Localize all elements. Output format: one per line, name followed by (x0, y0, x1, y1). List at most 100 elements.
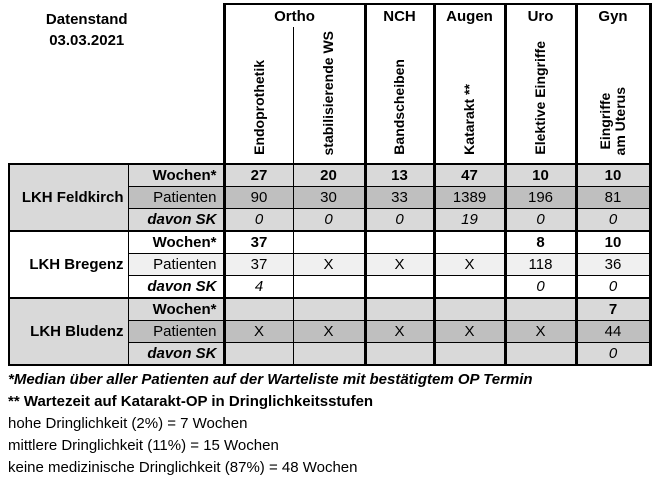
value-cell: 13 (363, 163, 435, 187)
value-cell: 19 (432, 208, 506, 232)
value-cell: 81 (574, 186, 652, 209)
value-cell: 30 (292, 186, 366, 209)
value-cell (292, 230, 366, 254)
row-label: Wochen* (127, 163, 225, 187)
page: { "title": { "line1": "Datenstand", "lin… (0, 3, 652, 488)
value-cell (222, 342, 294, 366)
value-cell: 0 (574, 208, 652, 232)
value-cell: 4 (222, 275, 294, 299)
row-label: Patienten (127, 186, 225, 209)
value-cell: X (363, 320, 435, 343)
value-cell: 37 (222, 253, 294, 276)
value-cell: 0 (574, 342, 652, 366)
value-cell (432, 275, 506, 299)
value-cell: X (432, 253, 506, 276)
hospital-name: LKH Feldkirch (8, 163, 129, 232)
value-cell: 0 (503, 275, 577, 299)
value-cell: 196 (503, 186, 577, 209)
value-cell: 0 (292, 208, 366, 232)
column-group-augen: Augen (432, 3, 507, 27)
column-header-bandscheiben-label: Bandscheiben (391, 59, 407, 155)
value-cell: 8 (503, 230, 577, 254)
value-cell (363, 342, 435, 366)
value-cell (292, 342, 366, 366)
data-status-line2: 03.03.2021 (49, 32, 125, 49)
column-header-elektive-eingriffe-label: Elektive Eingriffe (532, 41, 548, 155)
value-cell: X (503, 320, 577, 343)
value-cell: 37 (222, 230, 294, 254)
column-header-stabilisierende-ws: stabilisierende WS (292, 27, 367, 165)
table-row: LKH Feldkirch Wochen* 27 20 13 47 10 10 (8, 163, 652, 232)
column-header-katarakt-label: Katarakt ** (461, 84, 477, 155)
value-cell: X (292, 320, 366, 343)
value-cell: 0 (222, 208, 294, 232)
footnote-katarakt: ** Wartezeit auf Katarakt-OP in Dringlic… (8, 393, 374, 410)
value-cell (363, 230, 435, 254)
table-row: davon SK 0 0 0 19 0 0 (9, 208, 652, 232)
table-row: Patienten X X X X X 44 (9, 320, 652, 343)
value-cell: 118 (503, 253, 577, 276)
table-row: davon SK 0 (9, 342, 652, 366)
value-cell: X (222, 320, 294, 343)
column-header-katarakt: Katarakt ** (432, 27, 507, 165)
column-header-endoprothetik-label: Endoprothetik (250, 60, 267, 155)
value-cell (432, 297, 506, 321)
header-group-row: Datenstand 03.03.2021 Ortho NCH Augen Ur… (9, 3, 652, 49)
value-cell (292, 275, 366, 299)
data-status-label: Datenstand 03.03.2021 (9, 4, 224, 164)
value-cell: X (363, 253, 435, 276)
table-row: davon SK 4 0 0 (9, 275, 652, 299)
row-label: Wochen* (127, 230, 225, 254)
value-cell (432, 342, 506, 366)
value-cell (222, 297, 294, 321)
hospital-name: LKH Bludenz (8, 297, 129, 366)
value-cell (363, 297, 435, 321)
row-label: davon SK (127, 275, 225, 299)
hospital-name: LKH Bregenz (8, 230, 129, 299)
footnote-high-urgency: hohe Dringlichkeit (2%) = 7 Wochen (8, 415, 248, 432)
table-row: LKH Bludenz Wochen* 7 (8, 297, 652, 366)
column-header-eingriffe-am-uterus-label: Eingriffe am Uterus (597, 86, 628, 155)
value-cell: 44 (574, 320, 652, 343)
footnote-median: *Median über aller Patienten auf der War… (8, 371, 533, 388)
value-cell: 0 (574, 275, 652, 299)
value-cell (503, 297, 577, 321)
value-cell: X (432, 320, 506, 343)
column-header-elektive-eingriffe: Elektive Eingriffe (503, 27, 578, 165)
column-group-ortho: Ortho (222, 3, 367, 27)
footnote-no-urgency: keine medizinische Dringlichkeit (87%) =… (8, 459, 358, 476)
value-cell: 0 (503, 208, 577, 232)
row-label: davon SK (127, 342, 225, 366)
table-row: Patienten 37 X X X 118 36 (9, 253, 652, 276)
value-cell: 10 (574, 163, 652, 187)
table-row: LKH Bregenz Wochen* 37 8 10 (8, 230, 652, 299)
column-header-bandscheiben: Bandscheiben (363, 27, 436, 165)
row-label: Patienten (127, 253, 225, 276)
value-cell (292, 297, 366, 321)
value-cell: 10 (503, 163, 577, 187)
row-label: davon SK (127, 208, 225, 232)
column-header-stabilisierende-ws-label: stabilisierende WS (320, 30, 336, 155)
value-cell: X (292, 253, 366, 276)
value-cell: 90 (222, 186, 294, 209)
value-cell: 27 (222, 163, 294, 187)
value-cell: 0 (363, 208, 435, 232)
value-cell: 33 (363, 186, 435, 209)
value-cell: 1389 (432, 186, 506, 209)
row-label: Wochen* (127, 297, 225, 321)
wait-times-table: Datenstand 03.03.2021 Ortho NCH Augen Ur… (8, 3, 652, 366)
value-cell: 7 (574, 297, 652, 321)
value-cell: 10 (574, 230, 652, 254)
column-group-nch: NCH (363, 3, 436, 27)
column-group-uro: Uro (503, 3, 578, 27)
value-cell (503, 342, 577, 366)
column-header-endoprothetik: Endoprothetik (222, 27, 294, 165)
value-cell: 20 (292, 163, 366, 187)
footnotes: *Median über aller Patienten auf der War… (8, 372, 652, 475)
row-label: Patienten (127, 320, 225, 343)
value-cell: 36 (574, 253, 652, 276)
column-group-gyn: Gyn (574, 3, 652, 27)
header-rotated-row: Endoprothetik stabilisierende WS Bandsch… (9, 27, 652, 165)
value-cell (432, 230, 506, 254)
column-header-eingriffe-am-uterus: Eingriffe am Uterus (574, 27, 652, 165)
